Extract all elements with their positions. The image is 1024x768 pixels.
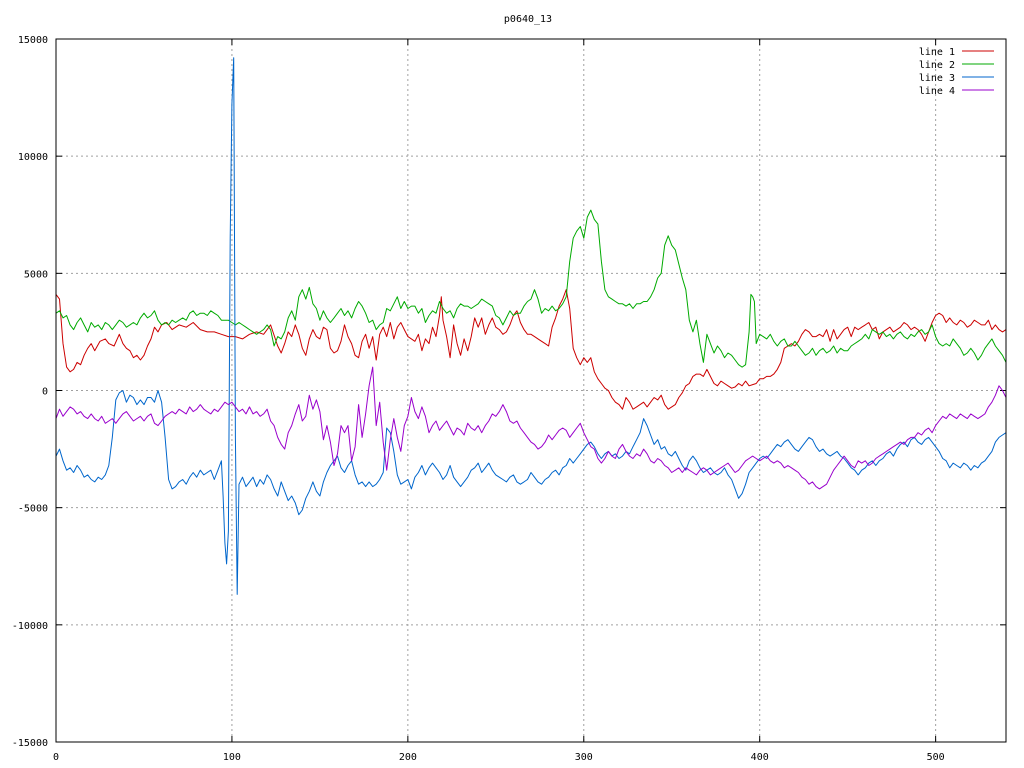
y-tick-label: -15000 [12, 738, 48, 749]
x-tick-label: 200 [399, 752, 417, 763]
legend-label: line 1 [919, 47, 955, 58]
y-tick-label: -10000 [12, 621, 48, 632]
series-line-4 [55, 366, 1007, 490]
y-tick-label: 15000 [18, 35, 48, 46]
legend-label: line 2 [919, 60, 955, 71]
chart-title: p0640_13 [504, 14, 552, 25]
plot-series [55, 57, 1007, 595]
x-tick-label: 300 [575, 752, 593, 763]
legend-label: line 3 [919, 73, 955, 84]
y-tick-label: 10000 [18, 152, 48, 163]
y-tick-label: 5000 [24, 269, 48, 280]
plot-area-border [55, 38, 1007, 743]
y-tick-label: 0 [42, 387, 48, 398]
series-line-2 [55, 209, 1007, 368]
series-line-1 [55, 289, 1007, 410]
x-tick-label: 400 [751, 752, 769, 763]
legend: line 1 line 2 line 3 line 4 [919, 47, 994, 97]
y-axis-ticks: 15000 10000 5000 0 -5000 -10000 -15000 [12, 35, 1006, 749]
x-tick-label: 0 [53, 752, 59, 763]
y-tick-label: -5000 [18, 504, 48, 515]
x-tick-label: 500 [927, 752, 945, 763]
grid [56, 39, 1006, 742]
legend-label: line 4 [919, 86, 955, 97]
series-line-3 [55, 57, 1007, 595]
x-tick-label: 100 [223, 752, 241, 763]
